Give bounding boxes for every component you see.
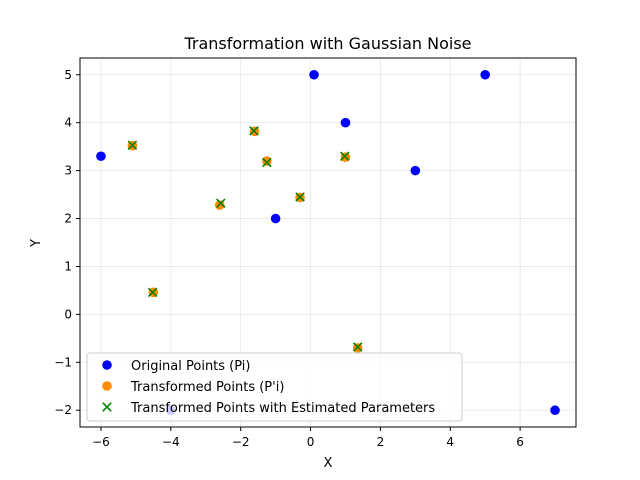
legend-entry-label: Original Points (Pi) <box>131 359 251 374</box>
x-axis-ticks: −6 −4 −2 0 2 4 6 <box>92 427 524 449</box>
estimated-point <box>262 157 272 168</box>
legend-marker <box>102 360 112 370</box>
data-points <box>96 69 560 416</box>
transformed-point <box>262 156 272 166</box>
plot-frame <box>79 57 577 428</box>
original-point <box>96 151 106 162</box>
legend: Original Points (Pi) Transformed Points (… <box>86 352 463 422</box>
legend-entry-label: Transformed Points with Estimated Parame… <box>130 401 435 416</box>
x-tick-label: −6 <box>92 435 110 449</box>
legend-entry-label: Transformed Points (P'i) <box>130 380 284 395</box>
estimated-point <box>147 287 158 298</box>
legend-marker <box>102 381 112 391</box>
x-tick-label: 4 <box>446 435 454 449</box>
estimated-point <box>352 342 363 352</box>
y-tick-label: 0 <box>64 307 72 321</box>
x-tick-label: 0 <box>307 435 315 449</box>
x-axis-label: X <box>324 456 333 471</box>
estimated-point <box>127 140 138 150</box>
y-axis-ticks: −2 −1 0 1 2 3 4 5 <box>54 68 80 417</box>
x-tick-label: 2 <box>377 435 385 449</box>
y-axis-label: Y <box>29 239 44 248</box>
y-tick-label: 4 <box>64 116 72 130</box>
estimated-point <box>216 198 226 208</box>
estimated-point <box>340 151 350 162</box>
original-point <box>309 69 319 80</box>
y-tick-label: −1 <box>54 355 72 369</box>
estimated-point <box>295 192 305 202</box>
y-tick-label: 1 <box>64 259 72 273</box>
legend-box <box>86 352 463 422</box>
x-tick-label: 6 <box>516 435 524 449</box>
original-point <box>270 213 281 224</box>
chart-title: Transformation with Gaussian Noise <box>183 34 471 53</box>
x-tick-label: −4 <box>162 435 180 449</box>
original-point <box>340 117 351 128</box>
legend-marker <box>102 402 112 412</box>
y-tick-label: 2 <box>64 212 72 226</box>
y-tick-label: 5 <box>64 68 72 82</box>
y-tick-label: −2 <box>54 403 72 417</box>
original-point <box>480 69 490 80</box>
estimated-point <box>249 126 259 136</box>
original-point <box>550 405 560 416</box>
y-tick-label: 3 <box>64 164 72 178</box>
original-point <box>410 165 421 176</box>
x-tick-label: −2 <box>232 435 250 449</box>
